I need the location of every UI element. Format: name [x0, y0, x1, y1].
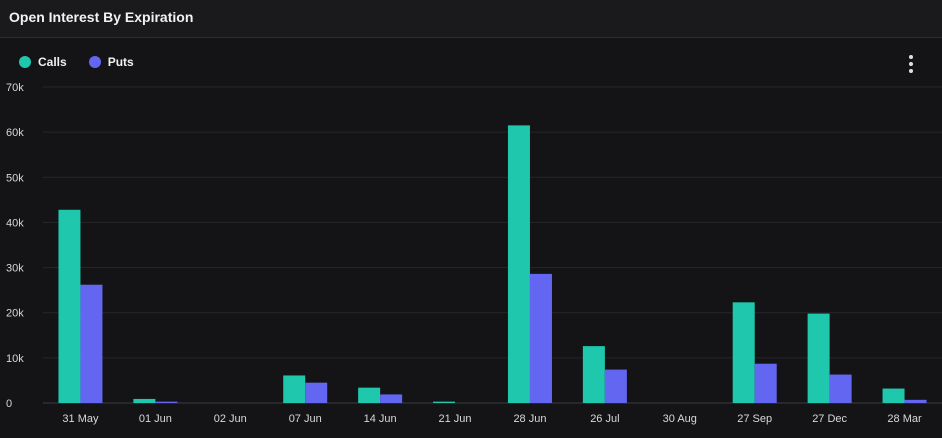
x-tick-label: 21 Jun — [439, 413, 472, 425]
legend-item-puts[interactable]: Puts — [88, 55, 134, 69]
bar-calls[interactable] — [58, 209, 81, 403]
x-tick-label: 27 Dec — [812, 413, 847, 425]
x-tick-label: 02 Jun — [214, 413, 247, 425]
bar-puts[interactable] — [305, 382, 328, 403]
y-tick-label: 70k — [6, 82, 24, 94]
bar-puts[interactable] — [829, 374, 852, 403]
x-tick-label: 28 Jun — [513, 413, 546, 425]
bar-calls[interactable] — [283, 375, 306, 403]
y-tick-label: 60k — [6, 127, 24, 139]
legend-dot-calls — [19, 56, 31, 68]
panel-header: Open Interest By Expiration — [0, 0, 942, 38]
bar-puts[interactable] — [80, 284, 103, 403]
bar-puts[interactable] — [529, 273, 552, 403]
x-tick-label: 01 Jun — [139, 413, 172, 425]
bar-puts[interactable] — [604, 369, 627, 403]
bar-calls[interactable] — [133, 398, 156, 403]
legend-label-puts: Puts — [107, 55, 134, 69]
x-tick-label: 30 Aug — [663, 413, 697, 425]
legend-dot-puts — [88, 56, 101, 68]
bar-puts[interactable] — [155, 401, 178, 403]
bar-calls[interactable] — [732, 302, 755, 403]
legend-item-calls[interactable]: Calls — [19, 55, 67, 69]
chart-title: Open Interest By Expiration — [9, 9, 194, 25]
y-tick-label: 30k — [6, 263, 24, 275]
bar-puts[interactable] — [380, 394, 403, 403]
x-tick-label: 27 Sep — [737, 413, 772, 425]
y-tick-label: 0 — [6, 398, 12, 410]
bar-puts[interactable] — [904, 399, 927, 403]
legend: Calls Puts — [19, 55, 156, 69]
x-tick-label: 14 Jun — [364, 413, 397, 425]
x-tick-label: 31 May — [62, 413, 99, 425]
bar-calls[interactable] — [507, 125, 530, 403]
x-tick-label: 07 Jun — [289, 413, 322, 425]
x-tick-label: 26 Jul — [590, 413, 619, 425]
legend-label-calls: Calls — [38, 55, 67, 69]
y-tick-label: 50k — [6, 172, 24, 184]
bar-calls[interactable] — [807, 313, 830, 403]
bar-calls[interactable] — [358, 387, 381, 403]
bar-puts[interactable] — [754, 363, 777, 403]
x-tick-label: 28 Mar — [887, 413, 922, 425]
y-tick-label: 10k — [6, 353, 24, 365]
y-tick-label: 40k — [6, 217, 24, 229]
bar-calls[interactable] — [882, 388, 905, 403]
y-tick-label: 20k — [6, 308, 24, 320]
kebab-menu-icon[interactable] — [902, 54, 920, 74]
bar-calls[interactable] — [433, 401, 456, 403]
bar-calls[interactable] — [582, 346, 605, 403]
